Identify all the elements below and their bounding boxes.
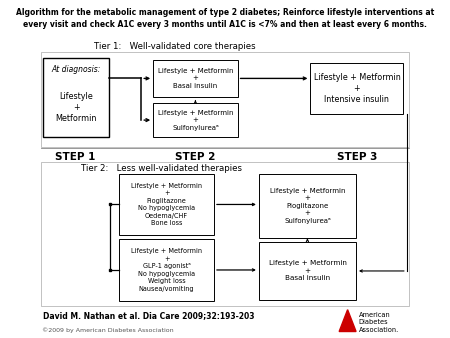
Text: David M. Nathan et al. Dia Care 2009;32:193-203: David M. Nathan et al. Dia Care 2009;32:… [43,311,255,320]
Text: Lifestyle + Metformin
+
Sulfonylureaᵃ: Lifestyle + Metformin + Sulfonylureaᵃ [158,110,233,130]
Text: American
Diabetes
Association.: American Diabetes Association. [359,312,399,333]
Text: Lifestyle + Metformin
+
Intensive insulin: Lifestyle + Metformin + Intensive insuli… [314,73,400,104]
Bar [259,242,356,300]
Bar [119,239,214,301]
Text: STEP 3: STEP 3 [337,152,377,162]
Polygon shape [339,310,356,332]
Text: Tier 2:   Less well-validated therapies: Tier 2: Less well-validated therapies [81,164,242,173]
Text: Lifestyle + Metformin
+
Pioglitazone
+
Sulfonylureaᵃ: Lifestyle + Metformin + Pioglitazone + S… [270,188,345,224]
Text: At diagnosis:: At diagnosis: [51,65,101,74]
Text: Lifestyle + Metformin
+
Basal insulin: Lifestyle + Metformin + Basal insulin [269,261,346,282]
Bar [119,174,214,235]
Text: Lifestyle + Metformin
+
GLP-1 agonistᵃ
No hypoglycemia
Weight loss
Nausea/vomiti: Lifestyle + Metformin + GLP-1 agonistᵃ N… [131,248,202,292]
Text: STEP 1: STEP 1 [55,152,95,162]
Bar [40,162,410,306]
Bar [40,52,410,147]
Text: Lifestyle + Metformin
+
Basal insulin: Lifestyle + Metformin + Basal insulin [158,68,233,89]
Bar [43,57,109,137]
Bar [310,63,403,114]
Bar [259,174,356,238]
Text: Algorithm for the metabolic management of type 2 diabetes; Reinforce lifestyle i: Algorithm for the metabolic management o… [16,8,434,29]
Text: ©2009 by American Diabetes Association: ©2009 by American Diabetes Association [41,328,173,333]
Text: STEP 2: STEP 2 [175,152,216,162]
Bar [153,59,238,97]
Text: Tier 1:   Well-validated core therapies: Tier 1: Well-validated core therapies [94,42,256,51]
Text: Lifestyle + Metformin
+
Pioglitazone
No hypoglycemia
Oedema/CHF
Bone loss: Lifestyle + Metformin + Pioglitazone No … [131,183,202,226]
Bar [153,103,238,137]
Text: Lifestyle
+
Metformin: Lifestyle + Metformin [55,92,97,123]
